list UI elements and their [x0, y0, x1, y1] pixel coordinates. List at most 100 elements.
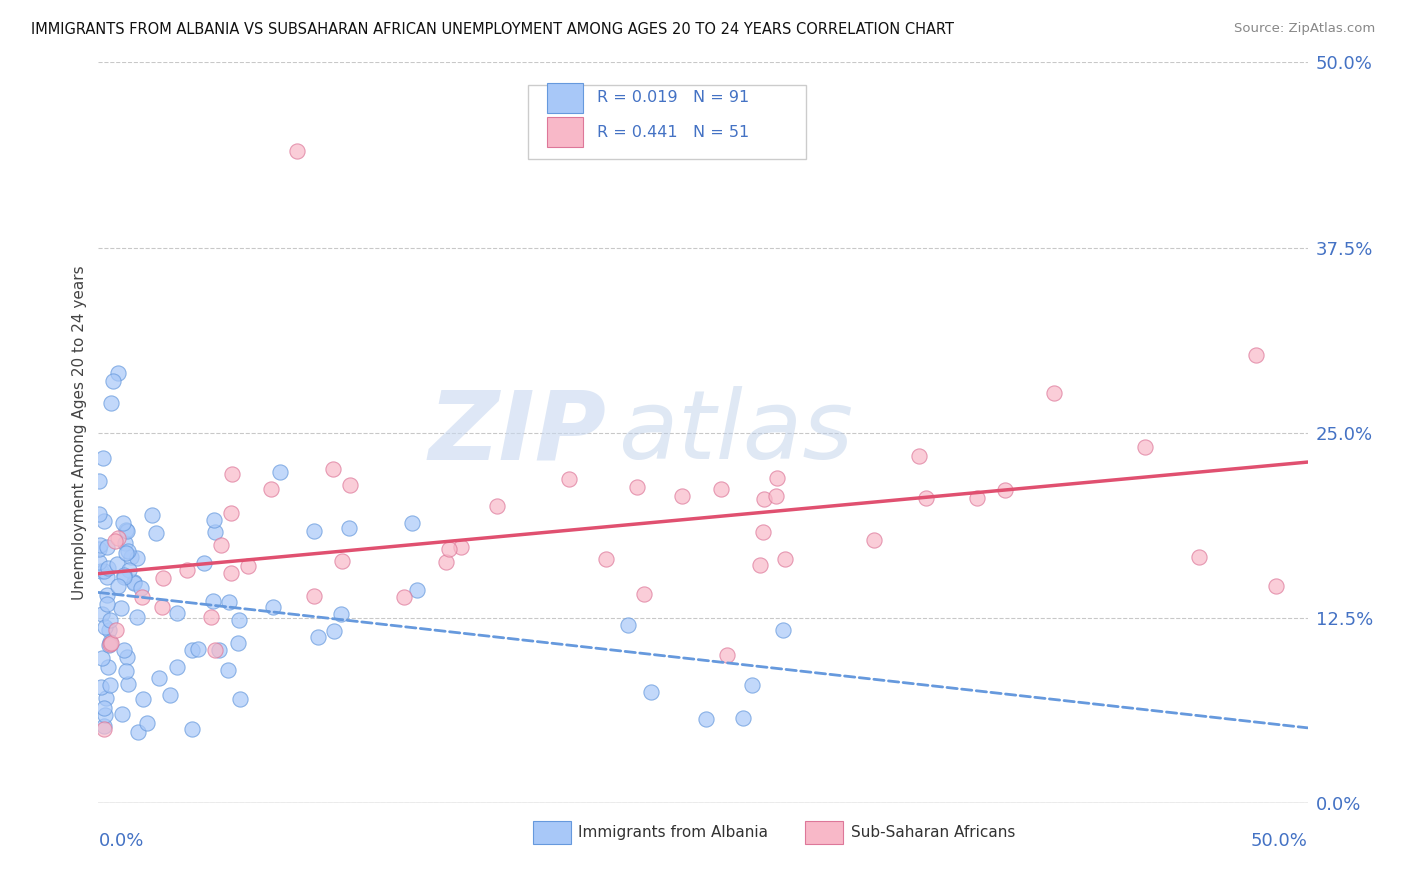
- Point: [302, 589, 325, 603]
- Point: [773, 552, 796, 566]
- Point: [87, 475, 110, 489]
- Point: [120, 549, 142, 564]
- Point: [117, 544, 139, 558]
- Point: [93, 718, 115, 732]
- Point: [617, 618, 640, 632]
- Point: [93, 700, 115, 714]
- Text: atlas: atlas: [619, 386, 853, 479]
- Point: [752, 524, 775, 539]
- Point: [150, 600, 173, 615]
- Point: [405, 582, 427, 597]
- Point: [322, 462, 344, 476]
- Point: [152, 571, 174, 585]
- Point: [204, 643, 226, 657]
- Point: [204, 524, 226, 539]
- Point: [228, 613, 250, 627]
- Point: [626, 479, 648, 493]
- Point: [485, 499, 508, 513]
- Point: [186, 642, 208, 657]
- Point: [94, 620, 117, 634]
- Point: [127, 609, 149, 624]
- Point: [115, 524, 138, 539]
- Point: [105, 557, 128, 571]
- Point: [269, 465, 291, 479]
- Point: [437, 542, 460, 557]
- Point: [93, 722, 115, 736]
- Text: 0.0%: 0.0%: [98, 832, 143, 850]
- FancyBboxPatch shape: [804, 821, 844, 844]
- Point: [1244, 348, 1267, 362]
- Point: [96, 569, 118, 583]
- FancyBboxPatch shape: [533, 821, 571, 844]
- Point: [114, 536, 136, 550]
- Point: [1043, 386, 1066, 401]
- Point: [226, 636, 249, 650]
- Point: [98, 624, 121, 638]
- Point: [202, 513, 225, 527]
- Text: Source: ZipAtlas.com: Source: ZipAtlas.com: [1234, 22, 1375, 36]
- Point: [166, 606, 188, 620]
- Point: [93, 515, 115, 529]
- Point: [112, 568, 135, 582]
- Point: [129, 581, 152, 595]
- Point: [741, 677, 763, 691]
- Point: [90, 651, 112, 665]
- Point: [96, 597, 118, 611]
- Point: [218, 594, 240, 608]
- Point: [994, 483, 1017, 497]
- Point: [89, 556, 111, 570]
- Point: [112, 570, 135, 584]
- Point: [104, 533, 127, 548]
- Point: [110, 601, 132, 615]
- Point: [100, 396, 122, 410]
- Point: [89, 508, 111, 522]
- Point: [322, 624, 344, 638]
- Point: [131, 591, 153, 605]
- Text: IMMIGRANTS FROM ALBANIA VS SUBSAHARAN AFRICAN UNEMPLOYMENT AMONG AGES 20 TO 24 Y: IMMIGRANTS FROM ALBANIA VS SUBSAHARAN AF…: [31, 22, 953, 37]
- Point: [181, 643, 204, 657]
- Point: [89, 538, 111, 552]
- Point: [98, 635, 121, 649]
- Point: [141, 508, 163, 522]
- Point: [434, 555, 457, 569]
- Point: [209, 537, 232, 551]
- Text: Immigrants from Albania: Immigrants from Albania: [578, 825, 769, 840]
- Point: [107, 579, 129, 593]
- Point: [148, 671, 170, 685]
- Point: [260, 482, 283, 496]
- Point: [193, 556, 215, 570]
- Point: [1265, 579, 1288, 593]
- Point: [115, 650, 138, 665]
- Point: [98, 639, 121, 653]
- Point: [159, 688, 181, 702]
- Point: [98, 678, 121, 692]
- Point: [118, 563, 141, 577]
- Point: [166, 660, 188, 674]
- Point: [94, 690, 117, 705]
- Text: R = 0.019   N = 91: R = 0.019 N = 91: [596, 90, 749, 105]
- Point: [558, 472, 581, 486]
- Point: [132, 692, 155, 706]
- Point: [337, 521, 360, 535]
- Point: [114, 523, 136, 537]
- Point: [219, 566, 242, 581]
- Point: [112, 642, 135, 657]
- Point: [966, 491, 988, 506]
- Point: [695, 712, 717, 726]
- Point: [101, 374, 124, 388]
- Point: [89, 542, 111, 557]
- Point: [125, 551, 148, 566]
- Point: [285, 145, 308, 159]
- Text: Sub-Saharan Africans: Sub-Saharan Africans: [851, 825, 1015, 840]
- Point: [97, 660, 120, 674]
- Point: [96, 540, 118, 554]
- Point: [112, 516, 135, 531]
- Point: [733, 710, 755, 724]
- Point: [671, 489, 693, 503]
- Point: [772, 623, 794, 637]
- Point: [90, 565, 112, 579]
- Point: [176, 563, 198, 577]
- Point: [450, 541, 472, 555]
- Point: [97, 561, 120, 575]
- Point: [863, 533, 886, 548]
